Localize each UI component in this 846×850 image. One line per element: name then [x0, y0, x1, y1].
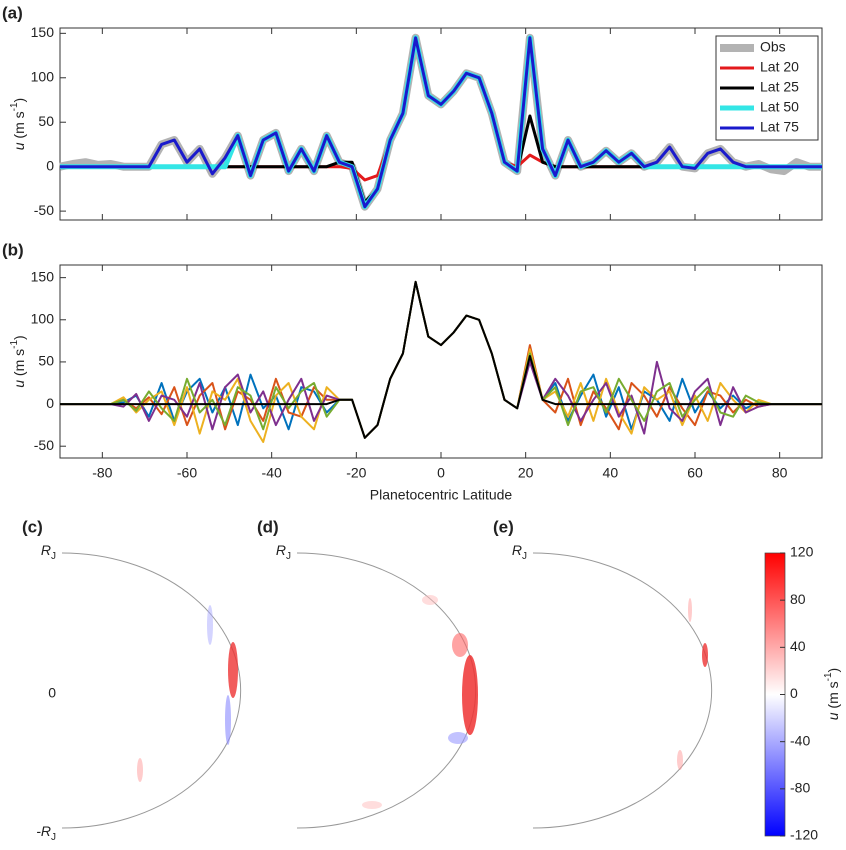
- panel-label: (e): [493, 517, 514, 536]
- field-blob: [452, 633, 468, 657]
- legend-label: Lat 25: [760, 79, 799, 95]
- label-part: -1: [9, 102, 20, 111]
- field-blob: [448, 732, 468, 744]
- legend-label: Lat 50: [760, 99, 799, 115]
- x-axis-label: Planetocentric Latitude: [370, 487, 513, 503]
- planet-outline: [532, 552, 713, 829]
- label-part: J: [286, 551, 291, 562]
- plot-area: [59, 264, 823, 459]
- legend-label: Lat 75: [760, 119, 799, 135]
- label-part: -1: [9, 340, 20, 349]
- radius-label: -RJ: [36, 823, 56, 843]
- field-blob: [688, 598, 692, 622]
- colorbar-tick-label: -40: [790, 732, 810, 748]
- line: [60, 280, 822, 439]
- label-part: R: [512, 542, 522, 558]
- x-tick-label: 20: [518, 465, 534, 481]
- label-part: u: [11, 380, 27, 388]
- y-tick-label: 100: [31, 310, 55, 326]
- planet-outline: [296, 552, 477, 829]
- legend-label: Obs: [760, 39, 786, 55]
- radius-label: 0: [48, 685, 56, 701]
- colorbar-tick-label: -80: [790, 780, 810, 796]
- x-tick-label: 40: [603, 465, 619, 481]
- radius-label: RJ: [41, 542, 56, 562]
- label-part: R: [276, 542, 286, 558]
- colorbar-tick-label: 40: [790, 638, 806, 654]
- colorbar-tick-label: 80: [790, 591, 806, 607]
- colorbar-tick-label: -120: [790, 827, 818, 843]
- x-tick-label: 60: [687, 465, 703, 481]
- field-blob: [228, 642, 238, 698]
- y-tick-label: -50: [34, 437, 54, 453]
- legend-label: Lat 20: [760, 59, 799, 75]
- y-tick-label: 100: [31, 68, 55, 84]
- colorbar-tick-label: 0: [790, 685, 798, 701]
- y-tick-label: 50: [38, 353, 54, 369]
- y-tick-label: 50: [38, 113, 54, 129]
- field-blob: [137, 758, 143, 782]
- field-blob: [462, 655, 478, 735]
- colorbar-tick-label: 120: [790, 544, 814, 560]
- x-tick-label: -80: [92, 465, 112, 481]
- label-part: ): [11, 335, 27, 340]
- label-part: u: [11, 142, 27, 150]
- y-tick-label: 0: [46, 395, 54, 411]
- y-tick-label: 150: [31, 268, 55, 284]
- label-part: (m s: [11, 111, 27, 142]
- label-part: ): [11, 98, 27, 103]
- field-blob: [677, 750, 683, 770]
- panel-label: (b): [2, 240, 24, 259]
- y-tick-label: 150: [31, 24, 55, 40]
- label-part: -1: [823, 672, 834, 681]
- axis-label: u (m s-1): [823, 668, 841, 720]
- field-blob: [702, 643, 708, 667]
- semicircle-panels: [61, 552, 713, 829]
- panel-label: (d): [257, 517, 279, 536]
- field-blob: [225, 695, 231, 745]
- label-part: (m s: [11, 349, 27, 380]
- label-part: J: [51, 551, 56, 562]
- label-part: ): [825, 668, 841, 673]
- field-blob: [422, 595, 438, 605]
- label-part: (m s: [825, 681, 841, 712]
- radius-label: RJ: [276, 542, 291, 562]
- axis-label: u (m s-1): [9, 335, 27, 387]
- field-blob: [207, 605, 213, 645]
- panel-label: (a): [2, 3, 23, 22]
- label-part: u: [825, 712, 841, 720]
- label-part: J: [51, 832, 56, 843]
- field-blob: [362, 801, 382, 809]
- panel-label: (c): [22, 517, 43, 536]
- y-tick-label: -50: [34, 202, 54, 218]
- y-tick-label: 0: [46, 157, 54, 173]
- x-tick-label: -20: [346, 465, 366, 481]
- x-tick-label: 80: [772, 465, 788, 481]
- label-part: R: [41, 542, 51, 558]
- radius-label: RJ: [512, 542, 527, 562]
- x-tick-label: 0: [437, 465, 445, 481]
- x-tick-label: -60: [177, 465, 197, 481]
- label-part: J: [522, 551, 527, 562]
- x-tick-label: -40: [262, 465, 282, 481]
- line: [60, 36, 822, 209]
- plot-area: [59, 27, 823, 221]
- label-part: -R: [36, 823, 51, 839]
- axis-label: u (m s-1): [9, 98, 27, 150]
- planet-outline: [61, 552, 242, 829]
